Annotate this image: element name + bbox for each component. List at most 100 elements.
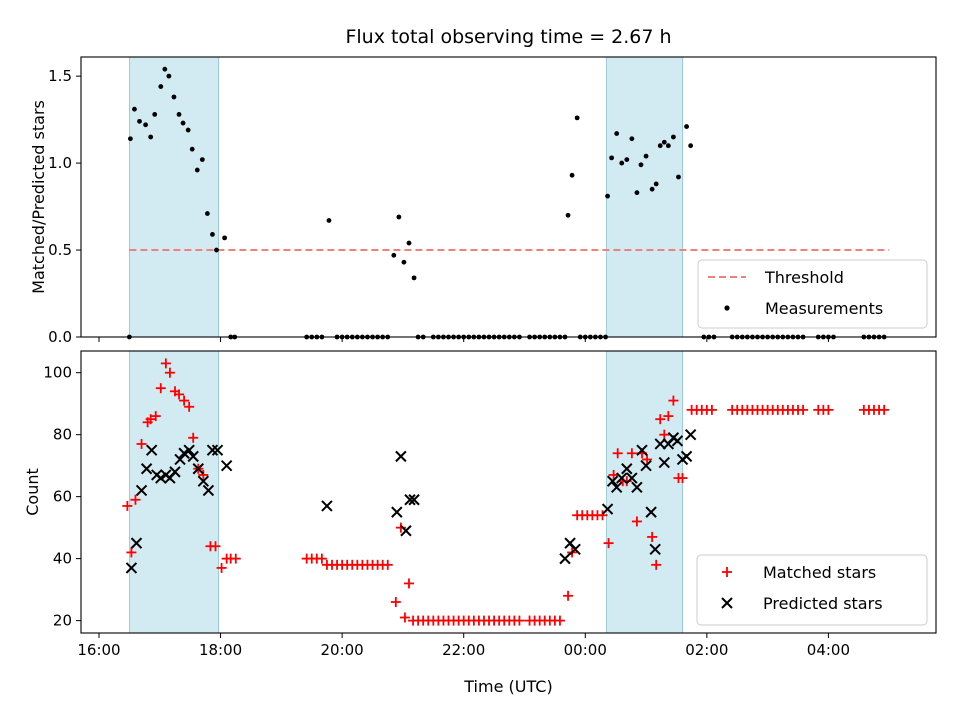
measurement-point <box>176 111 182 117</box>
count-y-axis-label: Count <box>23 468 42 516</box>
predicted-star-point <box>684 428 697 441</box>
measurement-point <box>185 127 191 133</box>
predicted-star-point <box>169 466 181 478</box>
measurement-point <box>401 259 407 265</box>
y-tick-label: 40 <box>53 550 72 568</box>
ratio-panel: 0.0 0.5 1.0 1.5 Flux total observing time =… <box>29 26 937 346</box>
predicted-star-point <box>178 447 190 459</box>
predicted-star-point <box>569 543 581 556</box>
predicted-star-point <box>559 552 571 565</box>
matched-star-point <box>403 578 414 589</box>
predicted-star-point <box>400 525 412 537</box>
ratio-panel-frame <box>80 56 937 338</box>
measurement-point <box>629 136 635 142</box>
matched-star-point <box>184 401 195 412</box>
x-tick-label: 20:00 <box>321 641 364 659</box>
y-tick-label: 100 <box>43 364 72 382</box>
legend-threshold-label: Threshold <box>764 268 844 287</box>
measurement-point <box>180 120 186 126</box>
observing-window-2 <box>606 56 683 338</box>
ratio-legend: Threshold Measurements <box>697 259 928 329</box>
matched-star-point <box>130 494 141 505</box>
measurement-point <box>171 94 177 100</box>
predicted-star-point <box>197 475 210 487</box>
matched-star-point <box>316 553 327 564</box>
matched-star-point <box>655 414 666 425</box>
matched-star-point <box>390 597 401 608</box>
count-legend-box <box>696 554 928 626</box>
legend-measurements-swatch <box>724 305 730 311</box>
matched-star-point <box>160 358 171 369</box>
measurement-point <box>189 146 195 152</box>
predicted-stars-points <box>125 428 697 574</box>
count-panel: 20 40 60 80 100 16:00 18:00 20:00 22:00 00:00 02:0… <box>23 350 937 696</box>
matched-star-point <box>612 448 623 459</box>
observing-window-1 <box>128 56 219 338</box>
measurement-point <box>609 155 615 161</box>
predicted-star-point <box>645 506 657 518</box>
x-tick-label: 02:00 <box>685 641 728 659</box>
legend-matched-label: Matched stars <box>763 563 876 582</box>
predicted-star-point <box>680 450 693 463</box>
matched-star-point <box>126 547 137 558</box>
predicted-star-point <box>206 444 219 456</box>
measurement-point <box>396 214 402 220</box>
measurement-point <box>634 190 640 196</box>
matched-star-point <box>642 454 653 465</box>
measurement-point <box>199 157 205 163</box>
measurement-point <box>605 193 610 199</box>
x-tick-label: 22:00 <box>442 641 485 659</box>
measurement-point <box>210 231 215 237</box>
legend-x-marker <box>721 597 733 609</box>
measurement-point <box>162 66 168 72</box>
y-tick-label: 80 <box>53 426 72 444</box>
matched-star-point <box>879 404 890 415</box>
matched-star-point <box>399 612 410 623</box>
predicted-star-point <box>606 475 619 487</box>
predicted-star-point <box>640 459 652 472</box>
measurement-point <box>676 174 681 180</box>
matched-star-point <box>563 590 574 601</box>
legend-matched-swatch <box>722 567 732 577</box>
matched-star-point <box>706 404 717 415</box>
predicted-star-point <box>220 459 233 472</box>
measurement-point <box>194 167 200 173</box>
predicted-star-point <box>404 494 416 506</box>
ratio-y-axis-label: Matched/Predicted stars <box>29 100 48 294</box>
measurement-point <box>643 153 649 159</box>
legend-measurements-label: Measurements <box>765 299 883 318</box>
observing-windows <box>128 56 683 338</box>
matched-star-point <box>608 469 619 480</box>
predicted-star-point <box>601 503 614 515</box>
matched-star-point <box>668 395 679 406</box>
predicted-star-point <box>192 463 204 475</box>
y-tick-label: 0.5 <box>48 241 72 259</box>
matched-star-point <box>798 404 809 415</box>
measurement-point <box>653 181 659 187</box>
predicted-star-point <box>211 444 224 456</box>
matched-star-point <box>150 411 161 422</box>
measurement-point <box>671 134 676 140</box>
matched-star-point <box>122 500 133 511</box>
measurement-point <box>152 111 158 117</box>
predicted-star-point <box>621 463 633 475</box>
matched-star-point <box>179 395 190 406</box>
predicted-star-point <box>610 481 623 494</box>
matched-star-point <box>663 411 674 422</box>
x-tick-label: 18:00 <box>199 641 242 659</box>
predicted-star-point <box>616 472 628 484</box>
matched-star-point <box>651 559 662 570</box>
predicted-star-point <box>183 444 195 456</box>
legend-predicted-swatch <box>721 597 733 609</box>
predicted-star-point <box>145 444 158 456</box>
matched-star-point <box>659 429 670 440</box>
measurement-point <box>688 143 694 149</box>
y-tick-label: 1.5 <box>48 67 72 85</box>
measurement-point <box>638 162 644 168</box>
predicted-star-point <box>174 453 186 466</box>
predicted-star-point <box>671 435 684 447</box>
measurement-point <box>657 143 663 149</box>
x-tick-label: 00:00 <box>564 641 607 659</box>
matched-star-point <box>626 448 637 459</box>
predicted-star-point <box>391 506 403 518</box>
